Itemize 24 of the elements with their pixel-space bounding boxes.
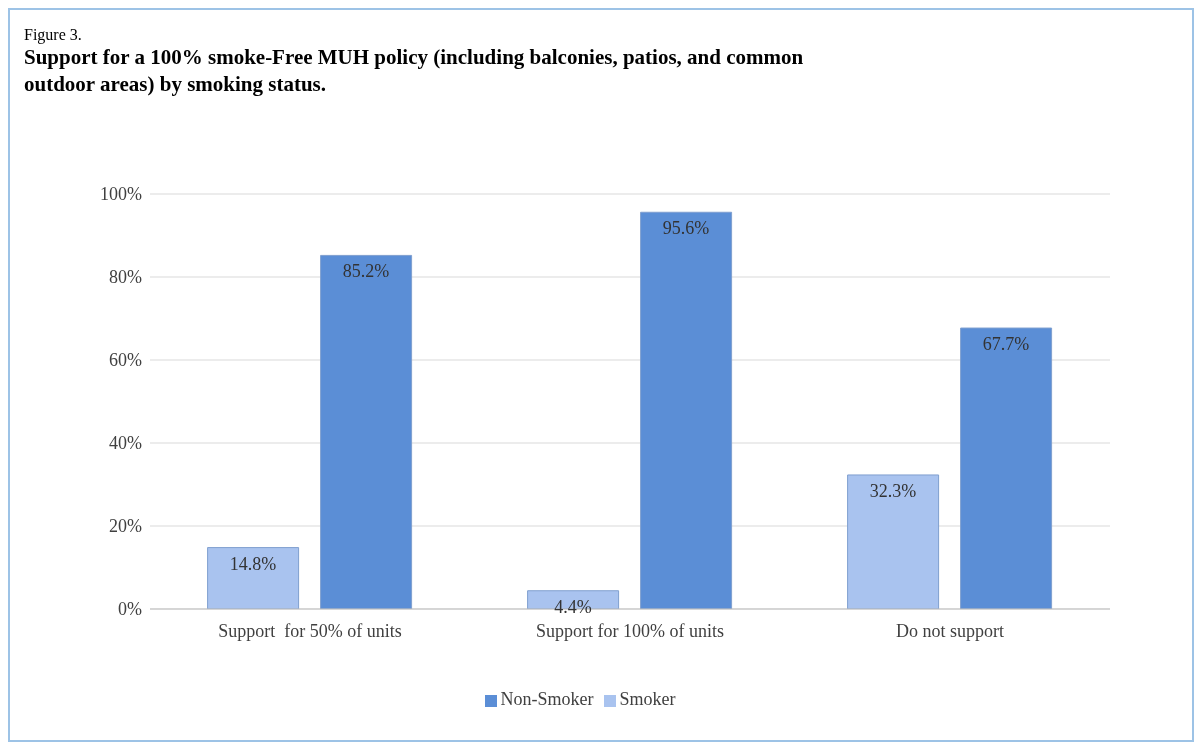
legend-label: Smoker bbox=[619, 689, 676, 709]
data-label: 14.8% bbox=[229, 553, 277, 574]
legend-label: Non-Smoker bbox=[500, 689, 594, 709]
caption: Figure 3. bbox=[24, 26, 83, 44]
x-tick-label: Do not support bbox=[896, 621, 1004, 641]
data-label: 85.2% bbox=[342, 261, 390, 282]
y-tick-label: 20% bbox=[109, 516, 142, 537]
bar bbox=[960, 327, 1053, 609]
data-label: 95.6% bbox=[662, 218, 710, 239]
data-label: 32.3% bbox=[869, 480, 917, 501]
bar bbox=[207, 547, 300, 609]
y-tick-label: 100% bbox=[100, 184, 142, 205]
bar bbox=[640, 211, 733, 609]
y-tick-label: 40% bbox=[109, 433, 142, 454]
y-tick-label: 80% bbox=[109, 267, 142, 288]
chart-title: Support for a 100% smoke-Free MUH policy (including balconies, patios, and common outdoor areas) by smoking status. bbox=[24, 44, 804, 98]
bar bbox=[847, 474, 940, 609]
bar bbox=[320, 254, 413, 609]
data-label: 67.7% bbox=[982, 334, 1030, 355]
data-label: 4.4% bbox=[554, 596, 592, 617]
y-tick-label: 0% bbox=[118, 599, 142, 620]
x-tick-label: Support for 50% of units bbox=[218, 621, 402, 641]
x-tick-label: Support for 100% of units bbox=[536, 621, 724, 641]
y-tick-label: 60% bbox=[109, 350, 142, 371]
